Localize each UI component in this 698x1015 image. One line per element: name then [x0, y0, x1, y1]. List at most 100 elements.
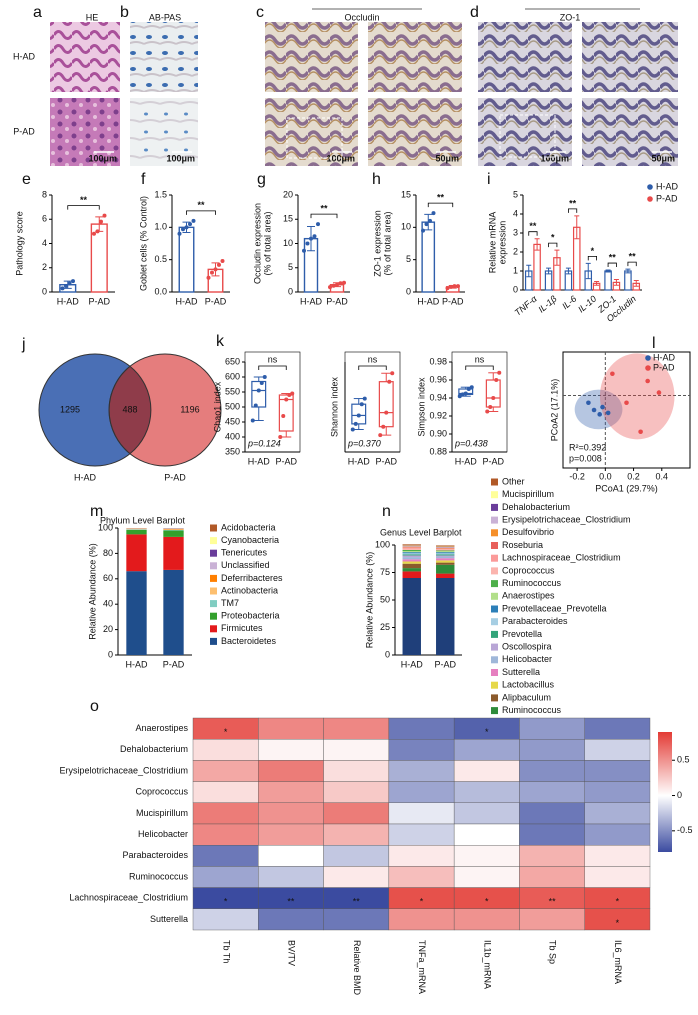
bar-segment	[436, 550, 455, 552]
panel-letter: a	[33, 4, 42, 21]
legend-swatch	[491, 694, 498, 702]
legend-marker	[645, 355, 651, 361]
data-point	[638, 429, 643, 435]
y-tick-label: 0.5	[154, 254, 167, 264]
data-point	[494, 378, 499, 382]
heatmap-cell	[584, 802, 651, 825]
legend-label: Helicobacter	[502, 654, 552, 664]
bar-segment	[436, 564, 455, 574]
data-point	[331, 283, 336, 288]
data-point	[469, 385, 474, 390]
data-point	[184, 225, 189, 230]
venn-set-label: P-AD	[164, 472, 186, 482]
legend-marker	[645, 365, 651, 371]
data-point	[350, 427, 355, 432]
legend-label: Erysipelotrichaceae_Clostridium	[502, 514, 631, 524]
legend-label: Lactobacillus	[502, 680, 555, 690]
panel-letter: d	[470, 4, 479, 21]
heatmap-cell	[258, 866, 324, 888]
significance: **	[629, 251, 637, 261]
heatmap-cell	[323, 739, 390, 761]
group-ellipse	[574, 389, 623, 430]
bar-segment	[436, 560, 455, 563]
tissue-image	[582, 22, 678, 92]
bar-segment	[436, 554, 455, 556]
error-bar	[534, 238, 540, 251]
y-tick-label: 600	[225, 371, 240, 381]
data-point	[312, 234, 317, 239]
data-point	[387, 379, 392, 384]
scale-label: 100μm	[540, 153, 569, 163]
y-tick-label: 5	[288, 262, 293, 272]
box	[351, 403, 367, 425]
y-tick-label: 0	[42, 286, 47, 296]
data-point	[452, 284, 457, 289]
y-tick-label: 550	[225, 386, 240, 396]
bar-segment	[402, 555, 421, 558]
row-label: Helicobacter	[138, 829, 188, 839]
sig-bracket	[587, 255, 597, 261]
legend-label: Dehalobacterium	[502, 502, 570, 512]
legend-swatch	[491, 580, 498, 588]
bar	[604, 270, 612, 291]
heatmap-cell	[519, 823, 585, 846]
heatmap-cell	[323, 802, 390, 825]
heatmap-cell	[323, 845, 390, 867]
data-point	[210, 270, 214, 275]
legend-label: Mucispirillum	[502, 489, 554, 499]
bar-segment	[163, 530, 184, 537]
colorbar-label: 0.5	[677, 755, 690, 765]
heatmap-cell	[584, 760, 651, 782]
y-axis-label: PCoA2 (17.1%)	[549, 379, 559, 442]
legend-label: Bacteroidetes	[221, 636, 277, 646]
y-tick-label: 10	[283, 238, 293, 248]
y-tick-label: 400	[225, 431, 240, 441]
heatmap-cell	[519, 717, 585, 740]
data-point	[256, 388, 261, 393]
y-tick-label: 0.88	[429, 446, 447, 456]
x-tick-label: -0.2	[569, 471, 585, 481]
legend-label: Alipbaculum	[502, 692, 551, 702]
legend-label: Acidobacteria	[221, 522, 276, 532]
bar	[178, 226, 195, 293]
data-point	[217, 262, 221, 267]
y-tick-label: 5	[406, 254, 411, 264]
y-tick-label: 100	[375, 539, 390, 549]
legend-swatch	[210, 537, 217, 545]
significance: **	[437, 192, 445, 202]
heatmap-cell	[453, 908, 520, 931]
y-tick-label: 0.90	[429, 428, 447, 438]
data-point	[206, 275, 211, 280]
row-label: Parabacteroides	[122, 850, 188, 860]
data-point	[353, 421, 358, 426]
sig-bracket	[568, 208, 578, 213]
legend-swatch	[491, 516, 498, 524]
error-bar	[613, 279, 619, 286]
significance: *	[591, 246, 595, 256]
x-tick-label: TNF-α	[513, 293, 540, 318]
data-point	[381, 424, 386, 429]
heatmap-cell	[388, 802, 455, 825]
x-tick-label: IL-6	[560, 294, 578, 312]
heatmap-cell	[323, 866, 390, 888]
heatmap-cell	[388, 717, 455, 740]
cell-annotation: **	[287, 897, 295, 907]
bar-segment	[402, 548, 421, 550]
row-label: Anaerostipes	[135, 723, 188, 733]
heatmap-cell	[388, 781, 455, 803]
y-tick-label: 15	[401, 189, 411, 199]
legend-label: Tenericutes	[221, 548, 268, 558]
heatmap-cell	[519, 908, 585, 931]
bar-segment	[402, 553, 421, 555]
y-axis-label: Chao1 index	[212, 381, 222, 432]
legend-label: Firmicutes	[221, 623, 263, 633]
data-point	[335, 282, 339, 287]
data-point	[60, 286, 65, 291]
error-bar	[605, 269, 611, 273]
x-axis-label: PCoA1 (29.7%)	[595, 483, 658, 493]
x-tick-label: P-AD	[205, 296, 227, 306]
data-point	[71, 279, 75, 284]
heatmap-cell	[388, 845, 455, 867]
data-point	[95, 229, 100, 234]
bar-segment	[163, 529, 184, 531]
